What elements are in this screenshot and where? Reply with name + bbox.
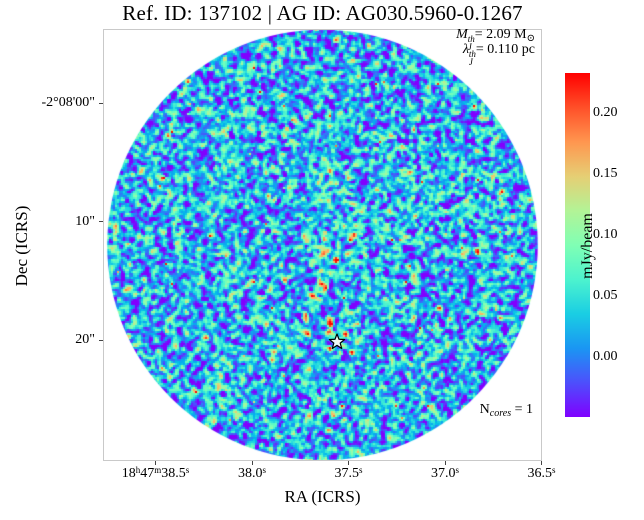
- x-tick-mark: [348, 461, 349, 465]
- colorbar-gradient: [565, 73, 590, 417]
- jeans-mass-supsub: th J: [467, 34, 475, 52]
- figure-title: Ref. ID: 137102 | AG ID: AG030.5960-0.12…: [122, 1, 523, 25]
- annotation-n-cores: Ncores = 1: [480, 402, 533, 419]
- colorbar-axis-label: mJy/beam: [579, 213, 596, 279]
- star-marker: [328, 333, 346, 350]
- jeans-length-value: = 0.110 pc: [475, 42, 535, 57]
- y-tick-mark: [99, 102, 103, 104]
- colorbar-tick-label: 0.20: [593, 105, 618, 121]
- x-tick-label: 36.5s: [527, 465, 556, 481]
- jeans-mass-symbol: M: [456, 27, 468, 42]
- n-cores-sub: cores: [489, 408, 512, 419]
- annotation-jeans-length: λ th J = 0.110 pc: [463, 42, 535, 66]
- y-tick-label: 20": [75, 332, 95, 347]
- y-tick-label: -2°08'00": [41, 95, 96, 110]
- colorbar-tick-label: 0.10: [593, 226, 618, 242]
- colorbar-tick-label: 0.00: [593, 348, 618, 364]
- x-tick-mark: [251, 461, 253, 465]
- x-tick-mark: [444, 461, 446, 465]
- x-tick-mark: [541, 461, 542, 465]
- colorbar-tick-label: 0.15: [593, 166, 618, 182]
- x-tick-label: 38.0s: [237, 465, 267, 481]
- x-tick-label: 37.0s: [430, 465, 460, 481]
- x-tick-mark: [155, 461, 156, 465]
- n-cores-symbol: N: [479, 402, 490, 417]
- x-axis-label: RA (ICRS): [284, 487, 361, 506]
- jeans-length-supsub: th J: [468, 49, 476, 67]
- x-tick-label: 18h47m38.5s: [121, 465, 190, 481]
- sky-map-canvas: [103, 29, 542, 461]
- x-tick-label: 37.5s: [334, 465, 363, 481]
- jeans-length-symbol: λ: [462, 42, 469, 57]
- y-tick-mark: [99, 221, 103, 222]
- y-tick-label: 10": [75, 213, 95, 229]
- y-axis-label: Dec (ICRS): [12, 205, 31, 287]
- n-cores-value: = 1: [511, 402, 533, 417]
- jeans-mass-value: = 2.09 M: [474, 27, 527, 42]
- sun-symbol: ⊙: [526, 33, 535, 44]
- y-tick-mark: [99, 339, 103, 341]
- colorbar-tick-label: 0.05: [593, 287, 618, 303]
